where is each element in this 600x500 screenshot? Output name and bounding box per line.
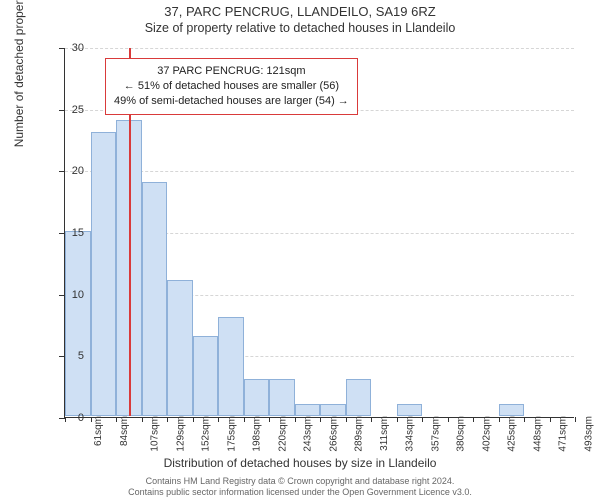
x-tick — [473, 417, 474, 422]
x-tick-label: 471sqm — [558, 416, 569, 452]
x-tick — [244, 417, 245, 422]
y-tick-label: 5 — [54, 350, 84, 362]
histogram-bar — [167, 280, 193, 416]
histogram-bar — [65, 231, 91, 416]
x-tick-label: 311sqm — [378, 416, 389, 451]
x-tick — [422, 417, 423, 422]
y-tick-label: 25 — [54, 104, 84, 116]
y-tick-label: 0 — [54, 412, 84, 424]
page-title: 37, PARC PENCRUG, LLANDEILO, SA19 6RZ — [0, 4, 600, 19]
x-tick — [269, 417, 270, 422]
x-tick-label: 357sqm — [430, 416, 441, 452]
x-tick-label: 289sqm — [354, 416, 365, 452]
x-tick — [346, 417, 347, 422]
x-tick-label: 448sqm — [532, 416, 543, 452]
x-tick-label: 243sqm — [303, 416, 314, 452]
histogram-bar — [346, 379, 372, 416]
x-tick — [320, 417, 321, 422]
x-tick — [218, 417, 219, 422]
y-tick-label: 30 — [54, 42, 84, 54]
histogram-bar — [193, 336, 219, 416]
x-tick — [142, 417, 143, 422]
x-tick — [116, 417, 117, 422]
x-tick — [371, 417, 372, 422]
x-tick-label: 129sqm — [175, 416, 186, 452]
x-tick-label: 175sqm — [226, 416, 237, 452]
histogram-bar — [142, 182, 168, 416]
histogram-bar — [397, 404, 423, 416]
callout-line-3: 49% of semi-detached houses are larger (… — [114, 94, 349, 109]
histogram-bar — [91, 132, 117, 416]
histogram-bar — [320, 404, 346, 416]
gridline — [65, 48, 574, 49]
x-tick-label: 402sqm — [481, 416, 492, 452]
x-tick — [193, 417, 194, 422]
x-tick — [295, 417, 296, 422]
y-tick-label: 20 — [54, 165, 84, 177]
footer-line-1: Contains HM Land Registry data © Crown c… — [0, 476, 600, 487]
y-tick-label: 10 — [54, 289, 84, 301]
x-tick-label: 266sqm — [328, 416, 339, 452]
x-tick — [167, 417, 168, 422]
x-tick — [499, 417, 500, 422]
histogram-bar — [218, 317, 244, 416]
x-tick-label: 152sqm — [201, 416, 212, 452]
x-tick-label: 493sqm — [583, 416, 594, 452]
callout-line-1: 37 PARC PENCRUG: 121sqm — [114, 64, 349, 79]
x-tick — [448, 417, 449, 422]
x-tick-label: 198sqm — [252, 416, 263, 452]
x-tick — [524, 417, 525, 422]
attribution-footer: Contains HM Land Registry data © Crown c… — [0, 476, 600, 499]
histogram-plot: 61sqm84sqm107sqm129sqm152sqm175sqm198sqm… — [64, 48, 574, 418]
y-tick-label: 15 — [54, 227, 84, 239]
x-tick-label: 380sqm — [456, 416, 467, 452]
x-tick — [550, 417, 551, 422]
x-tick-label: 61sqm — [93, 416, 104, 446]
x-tick — [397, 417, 398, 422]
y-axis-title: Number of detached properties — [12, 0, 26, 147]
histogram-bar — [499, 404, 525, 416]
x-tick — [575, 417, 576, 422]
x-tick-label: 220sqm — [277, 416, 288, 452]
callout-box: 37 PARC PENCRUG: 121sqm← 51% of detached… — [105, 58, 358, 115]
callout-line-2: ← 51% of detached houses are smaller (56… — [114, 79, 349, 94]
footer-line-2: Contains public sector information licen… — [0, 487, 600, 498]
x-tick-label: 334sqm — [405, 416, 416, 452]
histogram-bar — [295, 404, 321, 416]
histogram-bar — [269, 379, 295, 416]
x-tick — [91, 417, 92, 422]
x-tick-label: 425sqm — [507, 416, 518, 452]
histogram-bar — [244, 379, 270, 416]
x-axis-title: Distribution of detached houses by size … — [0, 456, 600, 470]
x-tick-label: 107sqm — [150, 416, 161, 452]
x-tick-label: 84sqm — [119, 416, 130, 446]
page-subtitle: Size of property relative to detached ho… — [0, 21, 600, 35]
